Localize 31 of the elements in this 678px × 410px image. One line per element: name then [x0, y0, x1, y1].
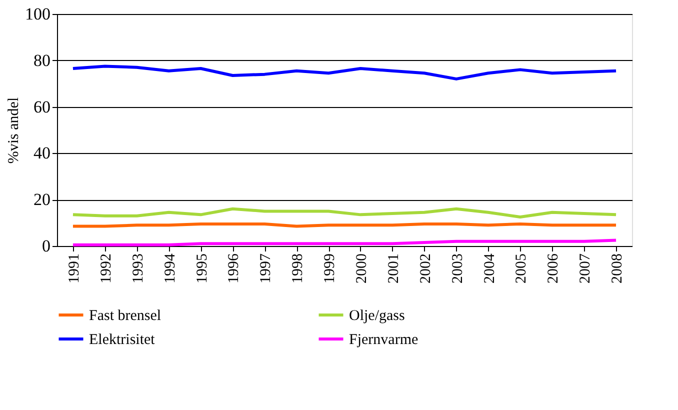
x-tick-label: 1994 — [162, 253, 178, 284]
x-tick-label: 2008 — [610, 254, 626, 284]
x-tick-label: 1993 — [130, 254, 146, 284]
y-tick-label: 60 — [34, 97, 50, 116]
legend-label: Olje/gass — [349, 308, 405, 324]
y-tick-label: 100 — [25, 4, 50, 24]
x-tick-label: 2000 — [354, 254, 370, 284]
x-tick-label: 2007 — [578, 253, 594, 284]
y-tick-label: 80 — [34, 50, 50, 70]
x-tick-label: 2002 — [418, 254, 434, 284]
x-tick-label: 2003 — [450, 254, 466, 284]
x-tick-label: 2005 — [514, 254, 530, 284]
x-tick-label: 1999 — [322, 254, 338, 284]
y-axis-title: %vis andel — [6, 97, 22, 164]
x-tick-label: 1995 — [194, 254, 210, 284]
y-tick-label: 40 — [34, 144, 50, 163]
x-tick-label: 2001 — [386, 254, 402, 284]
y-tick-label: 20 — [34, 190, 50, 210]
y-tick-label: 0 — [42, 236, 50, 256]
line-series — [71, 207, 618, 218]
x-tick-label: 1992 — [98, 254, 114, 284]
legend-label: Fjernvarme — [349, 332, 418, 348]
legend-label: Elektrisitet — [89, 332, 156, 348]
legend-label: Fast brensel — [89, 308, 162, 324]
x-tick-label: 2006 — [546, 253, 562, 284]
x-tick-label: 2004 — [482, 253, 498, 284]
x-tick-label: 1998 — [290, 254, 306, 284]
x-tick-label: 1991 — [66, 254, 82, 284]
line-series — [71, 64, 618, 80]
x-tick-label: 1996 — [226, 253, 242, 284]
x-tick-label: 1997 — [258, 253, 274, 284]
